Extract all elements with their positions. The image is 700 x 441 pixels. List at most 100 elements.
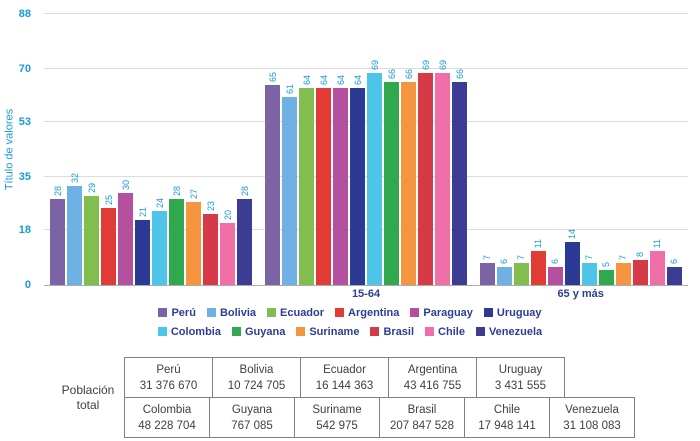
- table-cell: Argentina 43 416 755: [388, 357, 477, 399]
- legend-item: Uruguay: [483, 306, 542, 319]
- legend-swatch: [410, 308, 420, 317]
- table-cell: Chile 17 948 141: [464, 397, 550, 439]
- legend-label: Perú: [171, 306, 196, 319]
- bar-value-label: 23: [205, 201, 216, 212]
- legend-label: Uruguay: [496, 306, 542, 319]
- bar-value-label: 66: [386, 68, 397, 79]
- bar-value-label: 61: [284, 84, 295, 95]
- bar: 69: [435, 60, 450, 285]
- legend-label: Argentina: [348, 306, 400, 319]
- legend-label: Bolivia: [219, 306, 257, 319]
- country-name: Guyana: [231, 404, 273, 417]
- bar: 66: [401, 69, 416, 285]
- table-cell: Suriname 542 975: [294, 397, 380, 439]
- bar: 8: [632, 252, 648, 285]
- population-value: 3 431 555: [494, 380, 547, 393]
- bar-value-label: 14: [567, 228, 578, 239]
- bar: 28: [169, 186, 185, 285]
- table-cell: Bolivia 10 724 705: [212, 357, 301, 399]
- legend-swatch: [267, 308, 277, 317]
- bar-value-label: 64: [318, 74, 329, 85]
- population-table-label: Población total: [61, 382, 115, 412]
- legend-item: Ecuador: [267, 307, 324, 319]
- country-name: Venezuela: [565, 404, 619, 417]
- bar: 20: [220, 210, 236, 285]
- bar-value-label: 24: [154, 198, 165, 209]
- population-value: 48 228 704: [138, 420, 196, 433]
- bar-value-label: 28: [52, 185, 63, 196]
- country-name: Perú: [156, 364, 181, 376]
- bar-chart: Título de valores 0 18 35 53 70 88 28 32 29 25 30…: [0, 8, 688, 300]
- bar-value-label: 64: [301, 74, 312, 85]
- gridline: [44, 68, 688, 70]
- legend-item: Suriname: [296, 326, 359, 338]
- legend-label: Brasil: [383, 325, 415, 338]
- bar: 23: [203, 201, 219, 285]
- country-name: Argentina: [407, 364, 458, 376]
- legend-item: Guyana: [231, 326, 285, 338]
- x-group-label: 65 y más: [557, 288, 604, 300]
- bar-value-label: 6: [669, 258, 680, 264]
- bar: 28: [237, 186, 253, 285]
- bar: 24: [152, 198, 168, 285]
- country-name: Bolivia: [239, 364, 274, 376]
- population-table: Perú 31 376 670 Bolivia 10 724 705 Ecuador 16…: [124, 357, 635, 439]
- legend-swatch: [157, 327, 167, 336]
- population-value: 10 724 705: [227, 380, 286, 393]
- bar: 5: [598, 262, 614, 285]
- population-value: 31 108 083: [563, 420, 621, 433]
- bar-value-label: 7: [516, 255, 527, 261]
- population-value: 207 847 528: [390, 420, 454, 433]
- bar: 28: [50, 186, 66, 285]
- legend-label: Chile: [438, 325, 465, 338]
- bar-value-label: 11: [533, 238, 544, 249]
- bar-value-label: 7: [618, 255, 629, 261]
- bar-value-label: 29: [86, 182, 97, 193]
- bar-value-label: 69: [420, 59, 431, 70]
- legend-item: Venezuela: [475, 326, 542, 338]
- y-axis-ticks: 0 18 35 53 70 88: [0, 8, 38, 291]
- gridline: [44, 13, 688, 14]
- x-group-label: 15-64: [351, 288, 381, 300]
- legend-item: Chile: [425, 326, 465, 338]
- legend-row: Perú Bolivia Ecuador Argentina Paraguay Urugu…: [0, 303, 700, 322]
- bar: 11: [530, 239, 546, 285]
- table-cell: Colombia 48 228 704: [124, 397, 210, 439]
- table-cell: Ecuador 16 144 363: [300, 357, 389, 399]
- population-value: 767 085: [231, 420, 273, 433]
- bar: 64: [316, 75, 331, 285]
- bar: 64: [299, 75, 314, 285]
- bar-value-label: 64: [352, 74, 363, 85]
- bar: 7: [615, 255, 631, 285]
- gridline: [44, 228, 688, 230]
- bar-value-label: 30: [120, 179, 131, 190]
- legend-row: Colombia Guyana Suriname Brasil Chile Venezue…: [0, 322, 700, 341]
- bar: 64: [333, 75, 348, 285]
- population-table-wrap: Población total Perú 31 376 670 Bolivia 10 …: [52, 357, 700, 439]
- x-group-label: [44, 288, 259, 300]
- bar-value-label: 69: [369, 59, 380, 70]
- population-value: 16 144 363: [315, 380, 374, 393]
- bar: 29: [84, 183, 100, 285]
- y-tick-label: 18: [18, 223, 31, 236]
- table-row: Perú 31 376 670 Bolivia 10 724 705 Ecuador 16…: [124, 357, 635, 399]
- bar-value-label: 25: [103, 195, 114, 206]
- bar-value-label: 8: [635, 252, 646, 258]
- gridline: [44, 176, 688, 178]
- bar-value-label: 21: [137, 207, 148, 218]
- population-value: 17 948 141: [478, 420, 536, 433]
- bar: 7: [513, 255, 529, 285]
- legend-swatch: [296, 327, 306, 336]
- legend-swatch: [483, 308, 493, 317]
- bar: 69: [367, 60, 382, 285]
- plot-area: 28 32 29 25 30 21 24 28 27 23 20 28 65 61 64 64 64 64 69 66…: [44, 13, 688, 286]
- y-tick-label: 88: [18, 8, 31, 20]
- bar: 25: [101, 195, 117, 285]
- bar: 6: [496, 259, 512, 285]
- legend: Perú Bolivia Ecuador Argentina Paraguay Urugu…: [0, 303, 700, 341]
- bar: 7: [581, 255, 597, 285]
- bar-value-label: 6: [550, 258, 561, 264]
- bar-value-label: 69: [437, 59, 448, 70]
- bar: 66: [452, 69, 467, 285]
